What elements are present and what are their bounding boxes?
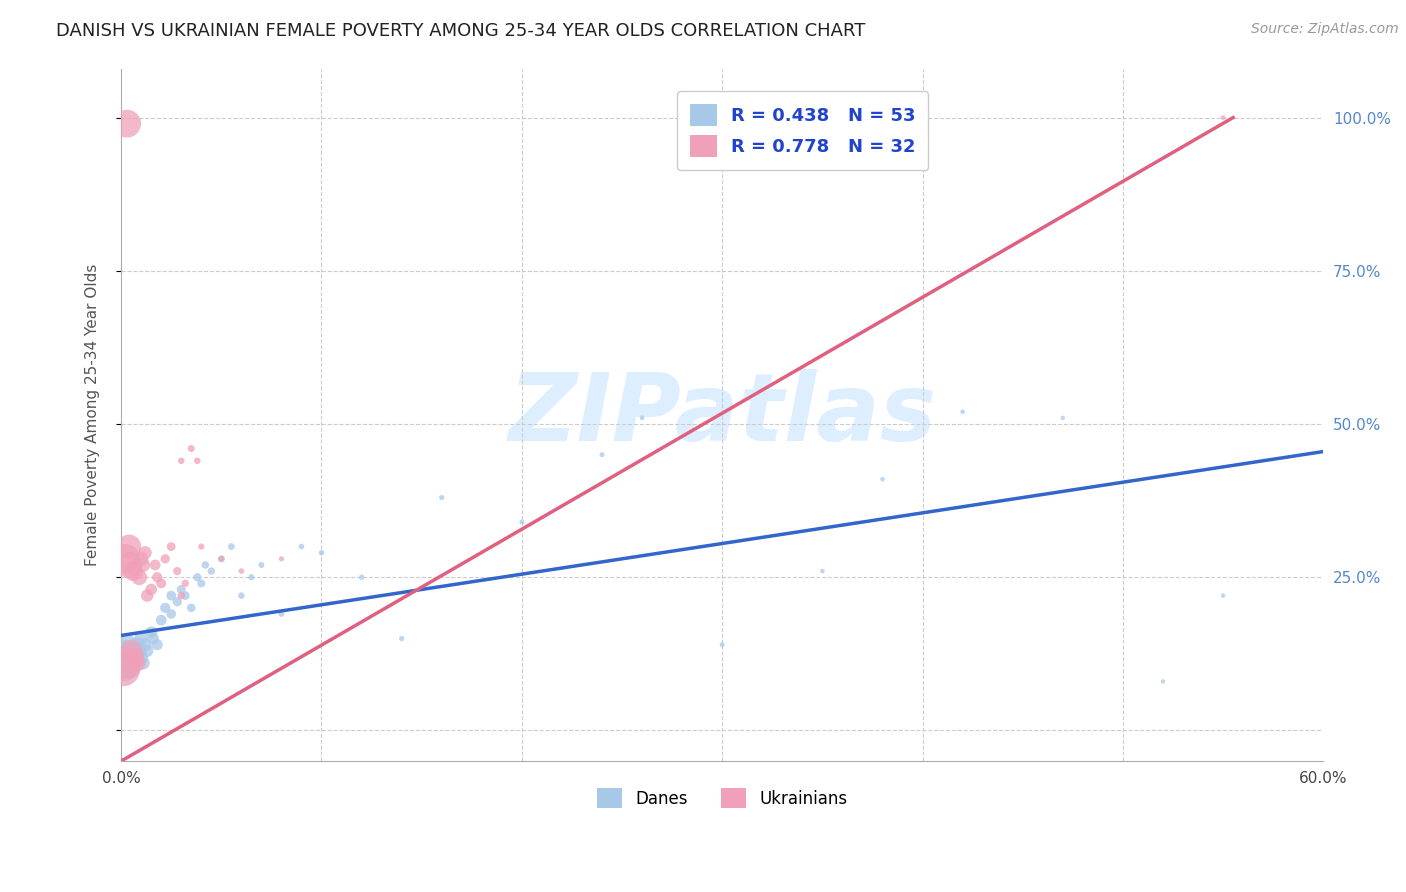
- Point: [190, 576, 212, 591]
- Point: [1212, 111, 1234, 125]
- Point: [115, 656, 138, 670]
- Point: [143, 558, 166, 572]
- Point: [1212, 589, 1234, 603]
- Point: [170, 582, 193, 597]
- Point: [127, 656, 149, 670]
- Point: [129, 551, 152, 566]
- Point: [290, 540, 312, 554]
- Point: [221, 540, 243, 554]
- Point: [811, 564, 834, 578]
- Point: [350, 570, 373, 584]
- Point: [128, 644, 150, 658]
- Point: [132, 656, 155, 670]
- Point: [1152, 674, 1174, 689]
- Point: [1052, 410, 1074, 425]
- Point: [114, 656, 136, 670]
- Point: [122, 564, 145, 578]
- Point: [114, 644, 136, 658]
- Point: [166, 595, 188, 609]
- Point: [146, 638, 169, 652]
- Text: ZIPatlas: ZIPatlas: [508, 368, 936, 461]
- Point: [112, 662, 135, 676]
- Point: [120, 644, 142, 658]
- Point: [170, 454, 193, 468]
- Point: [391, 632, 413, 646]
- Point: [115, 117, 138, 131]
- Point: [129, 649, 152, 664]
- Point: [250, 558, 273, 572]
- Text: DANISH VS UKRAINIAN FEMALE POVERTY AMONG 25-34 YEAR OLDS CORRELATION CHART: DANISH VS UKRAINIAN FEMALE POVERTY AMONG…: [56, 22, 866, 40]
- Point: [174, 576, 197, 591]
- Point: [510, 515, 533, 529]
- Point: [160, 540, 183, 554]
- Y-axis label: Female Poverty Among 25-34 Year Olds: Female Poverty Among 25-34 Year Olds: [86, 264, 100, 566]
- Point: [124, 656, 146, 670]
- Point: [155, 551, 177, 566]
- Point: [180, 600, 202, 615]
- Point: [141, 582, 163, 597]
- Point: [141, 625, 163, 640]
- Point: [118, 649, 141, 664]
- Point: [190, 540, 212, 554]
- Point: [231, 589, 253, 603]
- Point: [120, 644, 142, 658]
- Point: [270, 607, 292, 621]
- Point: [134, 546, 156, 560]
- Point: [155, 600, 177, 615]
- Point: [120, 662, 142, 676]
- Point: [631, 410, 654, 425]
- Point: [194, 558, 217, 572]
- Point: [174, 589, 197, 603]
- Point: [134, 638, 156, 652]
- Point: [311, 546, 333, 560]
- Text: Source: ZipAtlas.com: Source: ZipAtlas.com: [1251, 22, 1399, 37]
- Point: [186, 454, 208, 468]
- Point: [127, 638, 149, 652]
- Point: [872, 472, 894, 486]
- Point: [146, 570, 169, 584]
- Point: [160, 589, 183, 603]
- Point: [122, 649, 145, 664]
- Point: [136, 644, 159, 658]
- Point: [952, 405, 974, 419]
- Point: [200, 564, 222, 578]
- Point: [129, 632, 152, 646]
- Point: [231, 564, 253, 578]
- Point: [186, 570, 208, 584]
- Point: [114, 662, 136, 676]
- Point: [128, 570, 150, 584]
- Point: [209, 551, 232, 566]
- Point: [209, 551, 232, 566]
- Point: [170, 589, 193, 603]
- Point: [160, 607, 183, 621]
- Legend: Danes, Ukrainians: Danes, Ukrainians: [591, 781, 855, 815]
- Point: [118, 540, 141, 554]
- Point: [166, 564, 188, 578]
- Point: [112, 649, 135, 664]
- Point: [150, 613, 173, 627]
- Point: [114, 551, 136, 566]
- Point: [142, 632, 165, 646]
- Point: [240, 570, 263, 584]
- Point: [136, 589, 159, 603]
- Point: [118, 558, 141, 572]
- Point: [711, 638, 734, 652]
- Point: [430, 491, 453, 505]
- Point: [180, 442, 202, 456]
- Point: [132, 558, 155, 572]
- Point: [270, 551, 292, 566]
- Point: [150, 576, 173, 591]
- Point: [591, 448, 613, 462]
- Point: [124, 649, 146, 664]
- Point: [115, 638, 138, 652]
